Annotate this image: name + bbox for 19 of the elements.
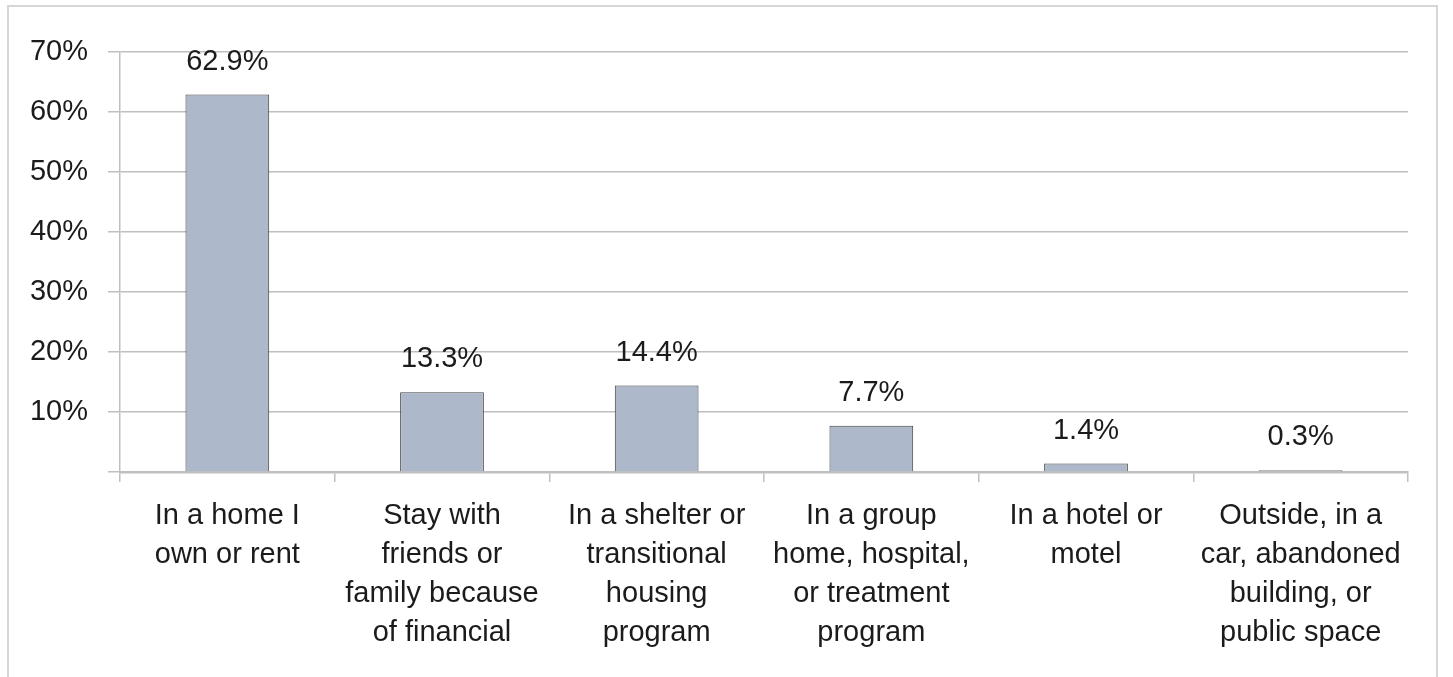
x-tick-label: In a hotel or motel: [1009, 497, 1163, 569]
x-tick-label: Stay with friends or family because of financial: [345, 497, 539, 647]
data-label: 14.4%: [615, 334, 698, 367]
x-tick-label: In a shelter or transitional housing program: [568, 497, 746, 647]
data-label: 0.3%: [1267, 419, 1334, 452]
x-tick-label: In a home I own or rent: [154, 497, 300, 569]
data-label: 1.4%: [1052, 412, 1120, 445]
y-tick-label: 30%: [29, 274, 88, 306]
y-tick-label: 20%: [29, 334, 88, 366]
y-tick-label: 10%: [29, 394, 88, 426]
x-tick-label: In a group home, hospital, or treatment program: [773, 497, 970, 647]
data-label: 62.9%: [186, 43, 269, 76]
data-label: 13.3%: [400, 341, 484, 374]
y-tick-label: 70%: [29, 34, 88, 66]
data-label: 7.7%: [838, 374, 905, 407]
y-tick-label: 60%: [29, 94, 88, 126]
y-tick-label: 50%: [29, 154, 88, 186]
x-tick-label: Outside, in a car, abandoned building, or public space: [1200, 497, 1401, 647]
y-tick-label: 40%: [29, 214, 88, 246]
